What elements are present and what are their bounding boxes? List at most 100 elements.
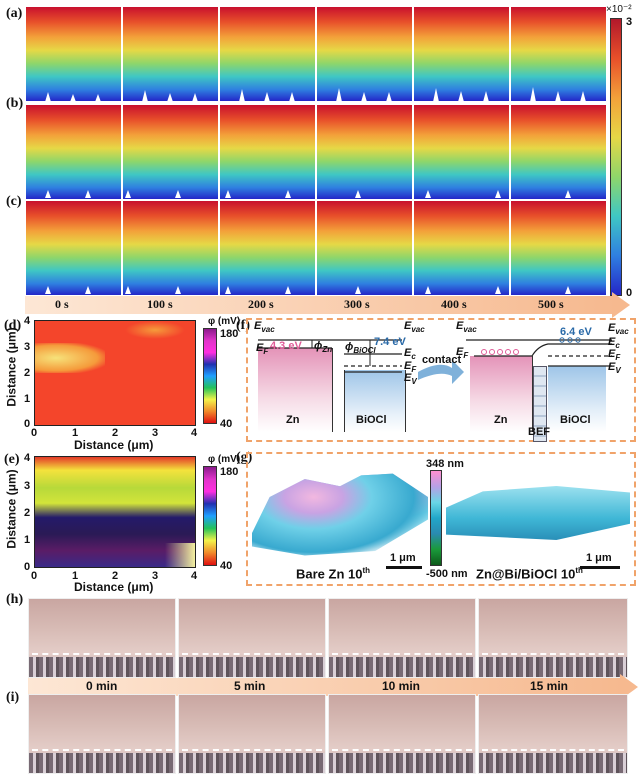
sim-a-3 — [316, 6, 413, 102]
kpfm-e-xtick-3: 3 — [152, 570, 159, 582]
evac-symbol: E — [254, 320, 262, 332]
kpfm-d-xtick-0: 0 — [31, 427, 38, 439]
phi-biocl: ϕBiOCl — [345, 341, 376, 355]
phi-zn-sub: Zn — [322, 345, 333, 355]
kpfm-d-xtick-4: 4 — [191, 427, 198, 439]
panel-label-h: (h) — [6, 592, 24, 607]
kpfm-e-scale-max: 180 — [220, 466, 239, 478]
ec-symbol: E — [404, 347, 412, 359]
panel-label-c: (c) — [6, 194, 22, 209]
optical-i-0 — [28, 694, 176, 774]
biocl-label-left: BiOCl — [356, 414, 387, 426]
kpfm-e-xtick-1: 1 — [72, 570, 79, 582]
biocl-work-function: 7.4 eV — [374, 336, 406, 348]
panel-label-a: (a) — [6, 6, 23, 21]
afm-scale-line-right — [580, 566, 620, 569]
sim-c-5 — [510, 200, 607, 296]
optical-i-3 — [478, 694, 628, 774]
optical-time-band — [28, 678, 622, 696]
biocl-label-right: BiOCl — [560, 414, 591, 426]
kpfm-d-xtick-1: 1 — [72, 427, 79, 439]
ef-symbol-2: E — [404, 360, 412, 372]
bef-region — [533, 366, 547, 442]
ec-sub-2: c — [615, 341, 620, 351]
time-label-4: 400 s — [441, 297, 467, 311]
kpfm-e-xtick-2: 2 — [112, 570, 119, 582]
sim-a-0 — [25, 6, 122, 102]
evac-symbol-3: E — [456, 320, 464, 332]
band-ef-3: EF — [608, 348, 620, 362]
kpfm-e-scale-min: 40 — [220, 560, 233, 572]
time-label-1: 100 s — [147, 297, 173, 311]
evac-symbol-4: E — [608, 322, 616, 334]
zn-block-left — [258, 348, 333, 432]
panel-label-d: (d) — [4, 318, 22, 333]
band-ef-left: EF — [256, 342, 268, 356]
kpfm-d-scale-label: φ (mV) — [208, 316, 241, 327]
zn-block-right — [470, 356, 533, 432]
zn-label-left: Zn — [286, 414, 300, 426]
sim-b-0 — [25, 104, 122, 200]
ef-sub-3: F — [463, 351, 469, 361]
time-label-3: 300 s — [344, 297, 370, 311]
sim-c-0 — [25, 200, 122, 296]
sim-b-3 — [316, 104, 413, 200]
dendrite-tips — [45, 87, 586, 294]
bef-label: BEF — [528, 426, 550, 438]
optical-i-2 — [328, 694, 476, 774]
kpfm-e-ytick-2: 2 — [24, 507, 31, 519]
sim-c-2 — [219, 200, 316, 296]
afm-frame — [246, 452, 636, 586]
kpfm-e-ytick-3: 3 — [24, 480, 31, 492]
evac-sub: vac — [261, 325, 275, 335]
ev-sub: V — [411, 377, 417, 387]
afm-caption-right-text: Zn@Bi/BiOCl 10 — [476, 566, 576, 582]
kpfm-e-ylabel: Distance (μm) — [4, 469, 19, 549]
band-lines-left — [258, 339, 402, 373]
band-ec-2: Ec — [608, 336, 620, 350]
band-ev-2: EV — [608, 361, 621, 375]
ef-sub: F — [263, 347, 269, 357]
panel-label-i: (i) — [6, 690, 20, 705]
optical-time-0: 0 min — [86, 679, 118, 693]
evac-sub-2: vac — [411, 325, 425, 335]
band-evac-right1: Evac — [404, 320, 425, 334]
band-evac-2: Evac — [456, 320, 477, 334]
afm-caption-right-sup: th — [575, 566, 583, 575]
sim-a-1 — [122, 6, 219, 102]
phi-zn: ϕZn — [314, 340, 332, 354]
afm-caption-left-text: Bare Zn 10 — [296, 566, 363, 582]
time-label-5: 500 s — [538, 297, 564, 311]
sim-c-4 — [413, 200, 510, 296]
sim-c-3 — [316, 200, 413, 296]
sim-c-1 — [122, 200, 219, 296]
evac-symbol-2: E — [404, 320, 412, 332]
sim-a-4 — [413, 6, 510, 102]
contact-label: contact — [422, 354, 462, 366]
optical-h-3 — [478, 598, 628, 678]
kpfm-d-ytick-4: 4 — [24, 315, 31, 327]
ev-sub-2: V — [615, 366, 621, 376]
optical-h-1 — [178, 598, 326, 678]
afm-scale-left: 1 μm — [390, 552, 416, 564]
afm-scale-line-left — [386, 566, 422, 569]
afm-caption-right: Zn@Bi/BiOCl 10th — [476, 566, 583, 581]
kpfm-e-xlabel: Distance (μm) — [74, 580, 154, 594]
colorbar-exponent: ×10⁻² — [606, 4, 632, 15]
kpfm-map-e — [34, 456, 196, 568]
ev-symbol: E — [404, 372, 412, 384]
phi-biocl-symbol: ϕ — [345, 341, 354, 353]
panel-label-e: (e) — [4, 452, 20, 467]
kpfm-e-ytick-4: 4 — [24, 452, 31, 464]
band-diagram-frame — [246, 318, 636, 442]
ev-symbol-2: E — [608, 361, 616, 373]
after-work-function: 6.4 eV — [560, 326, 592, 338]
optical-time-1: 5 min — [234, 679, 266, 693]
phi-zn-symbol: ϕ — [314, 340, 323, 352]
ef-symbol-3: E — [456, 346, 464, 358]
kpfm-e-ytick-0: 0 — [24, 561, 31, 573]
zn-work-function: 4.3 eV — [270, 340, 302, 352]
kpfm-d-ytick-2: 2 — [24, 367, 31, 379]
optical-h-2 — [328, 598, 476, 678]
kpfm-map-d — [34, 320, 196, 426]
